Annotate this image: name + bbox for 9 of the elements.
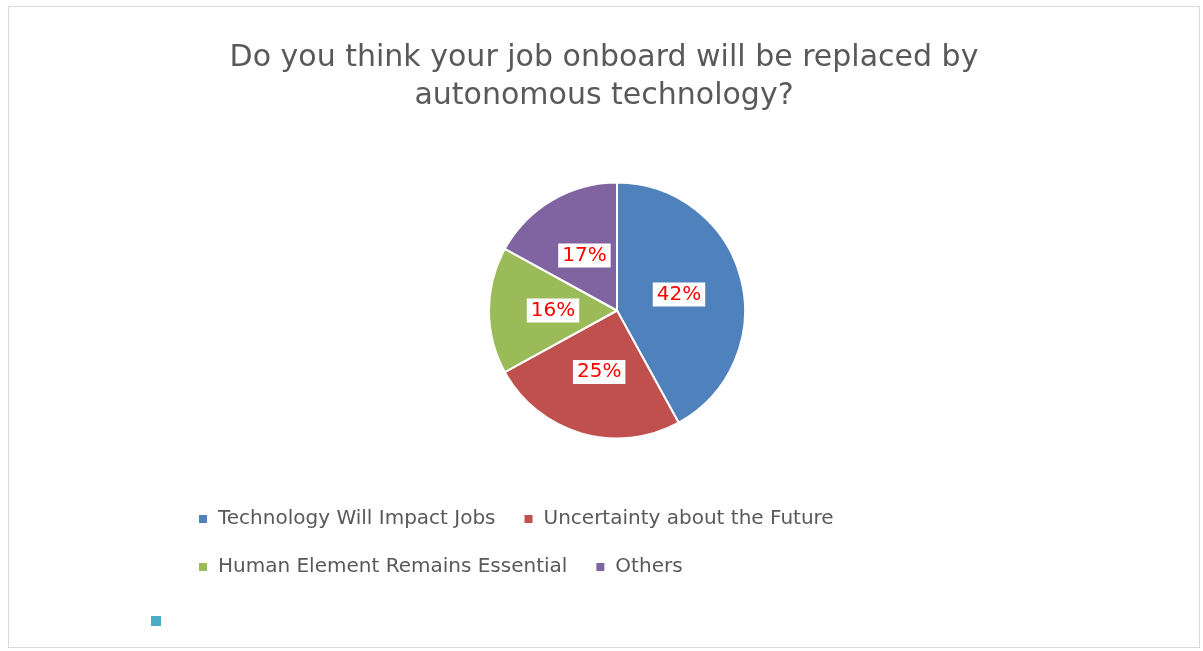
chart-title: Do you think your job onboard will be replaced by autonomous technology? — [228, 37, 980, 112]
legend-label: Others — [615, 553, 683, 578]
data-label: 17% — [562, 241, 607, 266]
data-label: 42% — [656, 280, 702, 305]
legend-label: Human Element Remains Essential — [218, 553, 568, 578]
data-label: 25% — [576, 358, 622, 383]
legend-label: Uncertainty about the Future — [543, 505, 834, 530]
data-label: 16% — [530, 296, 576, 321]
legend-label: Technology Will Impact Jobs — [217, 505, 496, 530]
